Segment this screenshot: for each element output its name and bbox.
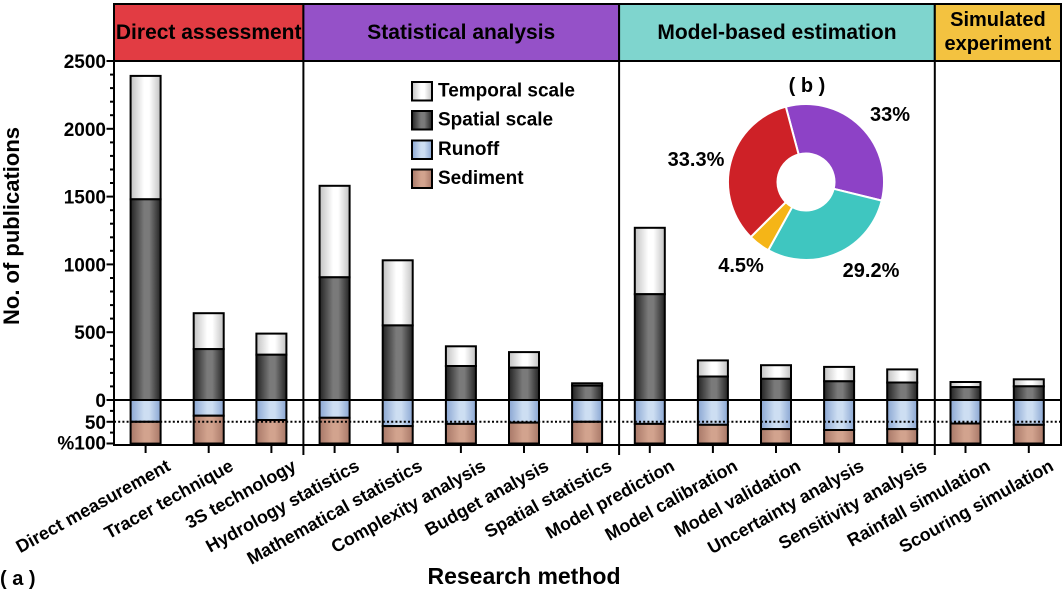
svg-text:50: 50: [85, 413, 106, 434]
svg-text:No. of publications: No. of publications: [0, 127, 24, 325]
svg-text:2500: 2500: [64, 52, 106, 73]
svg-text:4.5%: 4.5%: [718, 255, 764, 277]
svg-text:Statistical analysis: Statistical analysis: [367, 21, 555, 44]
svg-text:Sediment: Sediment: [438, 168, 524, 189]
svg-text:500: 500: [74, 323, 106, 344]
svg-text:Direct assessment: Direct assessment: [116, 21, 302, 44]
svg-text:1500: 1500: [64, 188, 106, 209]
svg-text:( a ): ( a ): [0, 568, 36, 590]
svg-text:Research method: Research method: [427, 563, 620, 589]
svg-text:Model-based estimation: Model-based estimation: [657, 21, 896, 44]
svg-text:0: 0: [95, 391, 106, 412]
svg-text:experiment: experiment: [945, 33, 1052, 55]
svg-text:33%: 33%: [870, 104, 910, 126]
svg-text:1000: 1000: [64, 255, 106, 276]
svg-text:Runoff: Runoff: [438, 139, 500, 160]
svg-text:2000: 2000: [64, 120, 106, 141]
svg-text:29.2%: 29.2%: [843, 260, 900, 282]
svg-text:( b ): ( b ): [789, 75, 826, 97]
svg-text:Simulated: Simulated: [950, 9, 1046, 31]
svg-text:33.3%: 33.3%: [668, 149, 725, 171]
svg-text:Temporal scale: Temporal scale: [438, 81, 575, 102]
svg-text:%100: %100: [57, 434, 106, 455]
svg-text:Spatial scale: Spatial scale: [438, 110, 553, 131]
